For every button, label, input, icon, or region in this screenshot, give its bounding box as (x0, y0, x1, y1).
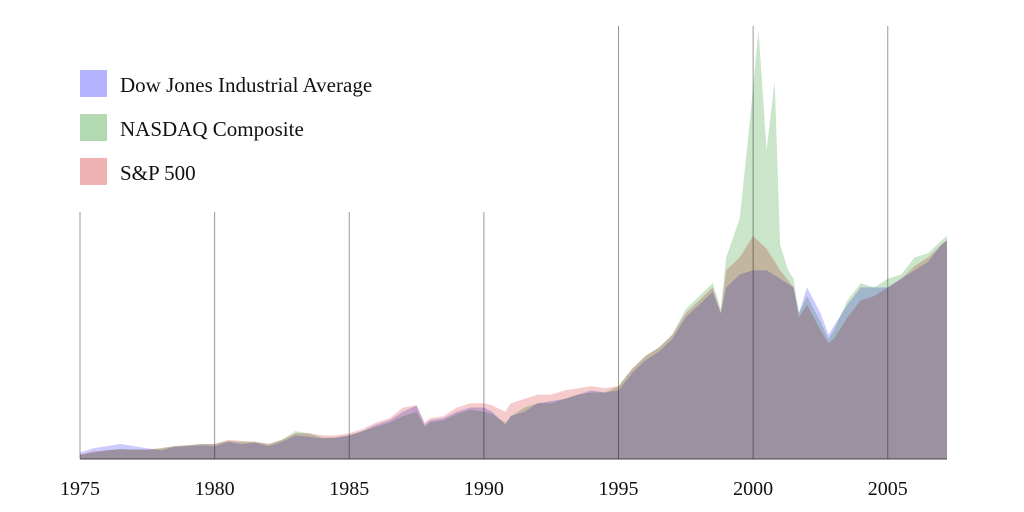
legend-swatch-dow-jones-industrial-average (80, 70, 107, 97)
x-tick-label-2005: 2005 (868, 478, 908, 500)
legend-swatch-nasdaq-composite (80, 114, 107, 141)
x-tick-label-2000: 2000 (733, 478, 773, 500)
x-axis-tick-labels: 1975 1980 1985 1990 1995 2000 2005 (60, 478, 908, 500)
x-tick-label-1985: 1985 (329, 478, 369, 500)
x-tick-label-1975: 1975 (60, 478, 100, 500)
x-tick-label-1990: 1990 (464, 478, 504, 500)
x-tick-label-1995: 1995 (599, 478, 639, 500)
legend-label-dow-jones-industrial-average: Dow Jones Industrial Average (120, 73, 372, 97)
legend: Dow Jones Industrial Average NASDAQ Compo… (80, 70, 372, 185)
series-areas (80, 30, 947, 459)
area-s-p-500 (80, 235, 947, 459)
x-tick-label-1980: 1980 (195, 478, 235, 500)
legend-label-nasdaq-composite: NASDAQ Composite (120, 117, 304, 141)
legend-label-s-p-500: S&P 500 (120, 161, 196, 185)
legend-swatch-s-p-500 (80, 158, 107, 185)
